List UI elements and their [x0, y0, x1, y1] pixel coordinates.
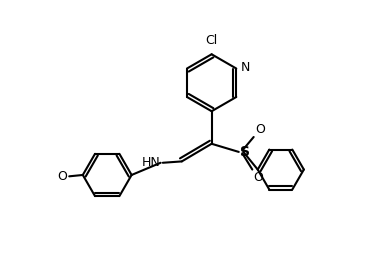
- Text: O: O: [255, 123, 265, 136]
- Text: N: N: [241, 61, 251, 74]
- Text: O: O: [57, 170, 67, 183]
- Text: Cl: Cl: [206, 35, 218, 47]
- Text: O: O: [254, 171, 263, 184]
- Text: S: S: [240, 145, 250, 159]
- Text: HN: HN: [142, 156, 161, 169]
